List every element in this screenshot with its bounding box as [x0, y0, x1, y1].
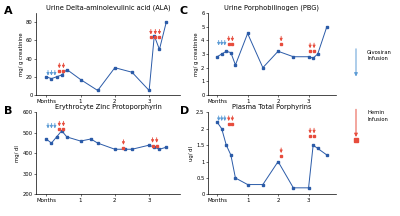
Y-axis label: mg/ g creatinine: mg/ g creatinine [194, 32, 199, 76]
Text: D: D [180, 106, 189, 116]
Y-axis label: ug/ dl: ug/ dl [189, 146, 194, 161]
Title: Erythrocyte Zinc Protoporphyrin: Erythrocyte Zinc Protoporphyrin [54, 104, 162, 110]
Text: C: C [180, 6, 188, 16]
Text: A: A [4, 6, 13, 16]
Y-axis label: mg/ dl: mg/ dl [15, 145, 20, 162]
Title: Plasma Total Porphyrins: Plasma Total Porphyrins [232, 104, 312, 110]
Y-axis label: mg/ g creatinine: mg/ g creatinine [19, 32, 24, 76]
Text: Hemin
Infusion: Hemin Infusion [367, 110, 388, 122]
Title: Urine Delta-aminolevulinic acid (ALA): Urine Delta-aminolevulinic acid (ALA) [46, 5, 170, 11]
Title: Urine Porphobilinogen (PBG): Urine Porphobilinogen (PBG) [224, 5, 320, 11]
Text: B: B [4, 106, 13, 116]
Text: Givosiran
Infusion: Givosiran Infusion [367, 50, 392, 61]
